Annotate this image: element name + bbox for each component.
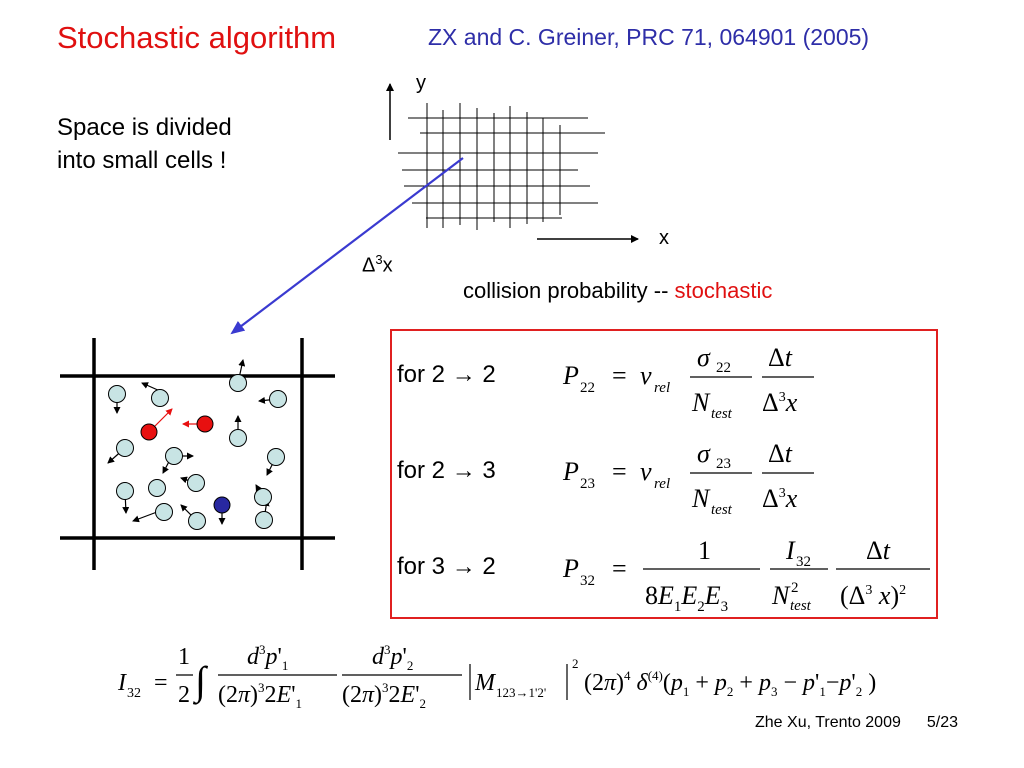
formula-box — [390, 329, 938, 619]
cell-volume-var: x — [382, 254, 393, 277]
process-label-2to3: for 2 → 3 — [397, 457, 496, 484]
particle-red — [140, 423, 158, 441]
svg-text:N: N — [691, 484, 711, 513]
svg-text:M: M — [474, 670, 497, 696]
intro-text: Space is divided into small cells ! — [57, 111, 232, 177]
formula-lhs-sub: 23 — [580, 476, 595, 492]
particle — [148, 479, 166, 497]
svg-text:d3p'1: d3p'1 — [247, 642, 288, 673]
svg-text:1: 1 — [698, 536, 711, 565]
particle — [229, 429, 247, 447]
formula-lhs-sub: 22 — [580, 380, 595, 396]
y-axis-label: y — [416, 72, 426, 94]
formula-lhs-sub: 32 — [580, 573, 595, 589]
svg-text:N: N — [691, 388, 711, 417]
cell-volume-delta: Δ — [362, 254, 376, 277]
svg-text:8E1E2E3: 8E1E2E3 — [645, 581, 728, 615]
svg-text:1: 1 — [178, 644, 190, 670]
formula-lhs: P — [562, 361, 579, 390]
integral-lhs-sub: 32 — [127, 686, 141, 701]
svg-text:=: = — [612, 554, 627, 583]
page-number: 5/23 — [926, 714, 959, 731]
formula-p23: P 23 = v rel σ 23 N test Δt Δ3x — [562, 439, 814, 518]
svg-text:(Δ3 x)2: (Δ3 x)2 — [840, 581, 906, 610]
sigma-sub: 22 — [716, 360, 731, 376]
svg-text:rel: rel — [654, 380, 670, 396]
particle — [267, 448, 285, 466]
svg-text:test: test — [711, 502, 733, 518]
x-axis-label: x — [659, 227, 669, 249]
formula-p32: P 32 = 1 8E1E2E3 I 32 N 2 test Δt (Δ3 x)… — [562, 536, 930, 615]
particle — [116, 482, 134, 500]
svg-text:test: test — [711, 406, 733, 422]
svg-text:v: v — [640, 361, 652, 390]
spatial-grid — [398, 103, 605, 230]
zoom-arrow — [230, 157, 464, 335]
svg-text:test: test — [790, 598, 812, 614]
process-label-2to2: for 2 → 2 — [397, 361, 496, 388]
intro-line-2: into small cells ! — [57, 147, 227, 174]
formula-p22: P 22 = v rel σ 22 N test Δt Δ3x — [562, 343, 814, 422]
stochastic-emphasis: stochastic — [674, 278, 773, 303]
cell-volume-exponent: 3 — [375, 252, 383, 267]
particle — [187, 474, 205, 492]
reference-citation: ZX and C. Greiner, PRC 71, 064901 (2005) — [428, 24, 870, 50]
svg-text:d3p'2: d3p'2 — [372, 642, 413, 673]
cell-walls — [60, 338, 335, 570]
svg-text:v: v — [640, 457, 652, 486]
footer: Zhe Xu, Trento 2009 5/23 — [755, 714, 958, 732]
svg-text:Δ3x: Δ3x — [762, 484, 798, 513]
particle — [116, 439, 134, 457]
cell-volume-label: Δ3x — [362, 252, 393, 278]
svg-text:(2π)32E'2: (2π)32E'2 — [342, 680, 426, 711]
svg-text:∫: ∫ — [192, 658, 209, 705]
svg-text:2: 2 — [572, 656, 579, 671]
svg-text:N: N — [771, 581, 791, 610]
particle — [165, 447, 183, 465]
svg-text:=: = — [154, 670, 168, 696]
sigma-sub: 23 — [716, 456, 731, 472]
particle — [108, 385, 126, 403]
svg-text:Δt: Δt — [866, 536, 891, 565]
particle-velocity-arrow — [132, 511, 158, 523]
particle-red — [196, 415, 214, 433]
svg-text:Δt: Δt — [768, 439, 793, 468]
svg-text:rel: rel — [654, 476, 670, 492]
svg-text:(2π)4 δ(4)(p1 + p2 + p3 − p'1−: (2π)4 δ(4)(p1 + p2 + p3 − p'1−p'2 ) — [584, 668, 876, 699]
particle — [188, 512, 206, 530]
process-label-3to2: for 3 → 2 — [397, 553, 496, 580]
particle — [255, 511, 273, 529]
formula-lhs: P — [562, 554, 579, 583]
particle-blue — [213, 496, 231, 514]
svg-text:Δ3x: Δ3x — [762, 388, 798, 417]
svg-text:2: 2 — [791, 580, 799, 596]
slide-title: Stochastic algorithm — [57, 20, 337, 55]
intro-line-1: Space is divided — [57, 114, 232, 141]
collision-probability-heading: collision probability -- stochastic — [463, 278, 772, 304]
formula-lhs: P — [562, 457, 579, 486]
svg-text:=: = — [612, 361, 627, 390]
footer-author: Zhe Xu, Trento 2009 — [755, 714, 901, 731]
svg-text:(2π)32E'1: (2π)32E'1 — [218, 680, 302, 711]
matrix-element-sub: 123→1'2' — [496, 685, 546, 700]
svg-text:Δt: Δt — [768, 343, 793, 372]
particle — [254, 488, 272, 506]
svg-text:=: = — [612, 457, 627, 486]
particle — [229, 374, 247, 392]
svg-text:σ: σ — [697, 439, 711, 468]
svg-text:σ: σ — [697, 343, 711, 372]
integral-lhs: I — [117, 670, 127, 696]
collision-probability-text: collision probability -- — [463, 278, 675, 303]
integral-formula: I 32 = 1 2 ∫ d3p'1 (2π)32E'1 d3p'2 (2π)3… — [117, 642, 876, 711]
I-sub: 32 — [796, 554, 811, 570]
particle — [155, 503, 173, 521]
svg-text:I: I — [785, 536, 796, 565]
particle — [151, 389, 169, 407]
svg-text:2: 2 — [178, 682, 190, 708]
particle — [269, 390, 287, 408]
